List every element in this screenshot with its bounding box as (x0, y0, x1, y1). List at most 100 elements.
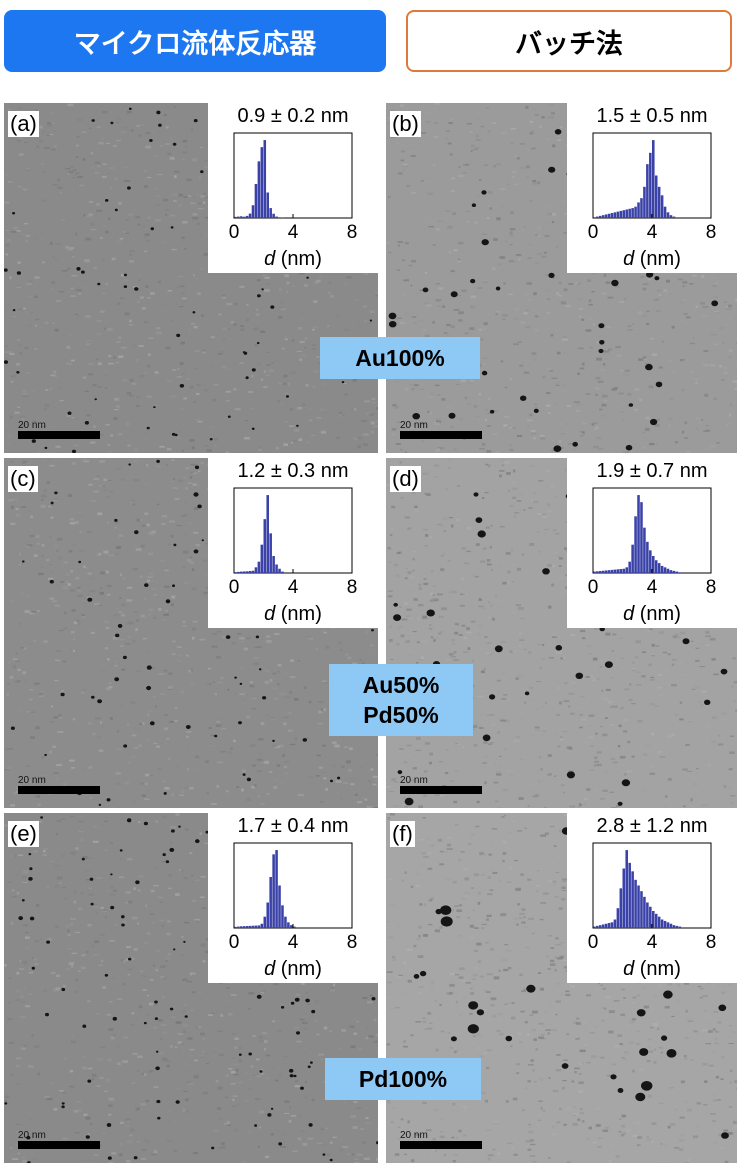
scale-bar-text: 20 nm (400, 775, 428, 786)
nanoparticle (4, 268, 8, 272)
nanoparticle (171, 432, 176, 436)
histogram-bar (269, 877, 272, 928)
nanoparticle (426, 609, 435, 617)
nanoparticle (61, 1102, 65, 1105)
nanoparticle (87, 597, 93, 602)
nanoparticle (661, 1035, 668, 1041)
nanoparticle (682, 638, 690, 645)
x-tick-label: 4 (647, 932, 658, 953)
scale-bar (400, 431, 482, 439)
histogram-bar (254, 567, 258, 573)
histogram-x-label: d (nm) (264, 248, 322, 270)
nanoparticle (306, 276, 309, 279)
nanoparticle (4, 360, 8, 364)
nanoparticle (31, 439, 36, 443)
nanoparticle (468, 1001, 479, 1010)
composition-label-row2: Au50% Pd50% (329, 664, 473, 736)
nanoparticle (172, 142, 177, 146)
tem-panel-d: (d) 20 nm 1.9 ± 0.7 nm 0 4 8 d (nm) (386, 458, 737, 808)
nanoparticle (566, 771, 575, 779)
histogram-bar (236, 216, 240, 218)
nanoparticle (258, 668, 262, 671)
histogram-bar (660, 919, 664, 928)
nanoparticle (112, 1016, 118, 1021)
histogram-bar (598, 215, 602, 219)
nanoparticle (611, 279, 619, 287)
histogram-bar (660, 195, 664, 218)
histogram-frame (233, 132, 353, 219)
nanoparticle (193, 119, 198, 123)
nanoparticle (153, 406, 156, 409)
histogram-bar (266, 495, 269, 573)
nanoparticle (76, 267, 81, 271)
histogram-bar (236, 571, 240, 573)
nanoparticle (489, 694, 496, 700)
nanoparticle (12, 212, 16, 215)
nanoparticle (419, 970, 427, 977)
histogram-bar (643, 527, 646, 573)
nanoparticle (227, 415, 231, 418)
scale-bar (400, 1141, 482, 1149)
x-tick-label: 4 (647, 222, 658, 243)
histogram-plot: 0 4 8 (588, 842, 716, 953)
histogram-plot: 0 4 8 (229, 487, 358, 598)
histogram-bar (263, 916, 267, 928)
histogram-bar (660, 565, 664, 573)
nanoparticle (505, 1035, 513, 1042)
histogram-frame (233, 487, 353, 574)
histogram-bar (598, 925, 602, 928)
nanoparticle (85, 1135, 90, 1139)
nanoparticle (599, 340, 605, 345)
histogram-bar (604, 923, 608, 928)
nanoparticle (666, 1049, 677, 1058)
nanoparticle (28, 877, 33, 881)
nanoparticle (29, 916, 35, 921)
nanoparticle (81, 270, 85, 274)
nanoparticle (310, 1061, 313, 1064)
nanoparticle (50, 501, 54, 505)
nanoparticle (655, 381, 663, 388)
size-histogram-inset: 0.9 ± 0.2 nm 0 4 8 d (nm) (208, 103, 378, 273)
x-tick-label: 8 (347, 577, 358, 598)
nanoparticle (114, 208, 118, 212)
histogram-bar (628, 862, 631, 928)
nanoparticle (149, 139, 153, 142)
x-tick-label: 4 (288, 932, 299, 953)
nanoparticle (149, 721, 155, 726)
nanoparticle (178, 825, 181, 828)
histogram-bar (242, 571, 246, 573)
nanoparticle (322, 1153, 326, 1156)
nanoparticle (29, 867, 33, 871)
tem-panel-a: (a) 20 nm 0.9 ± 0.2 nm 0 4 8 d (nm) (4, 103, 378, 453)
nanoparticle (636, 1009, 646, 1017)
nanoparticle (450, 1036, 457, 1042)
nanoparticle (467, 1024, 479, 1034)
nanoparticle (40, 816, 43, 819)
histogram-bar (654, 560, 658, 573)
x-tick-label: 8 (347, 932, 358, 953)
nanoparticle (119, 849, 123, 852)
nanoparticle (397, 770, 403, 775)
histogram-bar (242, 216, 246, 218)
x-tick-label: 8 (347, 222, 358, 243)
histogram-bar (634, 516, 637, 573)
histogram-bar (269, 533, 272, 573)
nanoparticle (646, 271, 654, 278)
nanoparticle (89, 877, 94, 881)
histogram-bar (669, 923, 673, 928)
microfluidic-reactor-header: マイクロ流体反応器 (4, 10, 386, 72)
nanoparticle (393, 614, 402, 621)
histogram-bar (601, 570, 605, 573)
histogram-bar (278, 885, 281, 928)
nanoparticle (201, 539, 204, 542)
nanoparticle (330, 779, 333, 783)
histogram-bar (610, 213, 614, 218)
nanoparticle (128, 463, 131, 466)
nanoparticle (114, 677, 120, 682)
nanoparticle (248, 1052, 252, 1056)
histogram-plot: 0 4 8 (588, 487, 716, 598)
histogram-bar (666, 568, 670, 573)
histogram-bar (257, 161, 261, 218)
panel-label: (f) (390, 821, 415, 847)
nanoparticle (481, 370, 488, 376)
